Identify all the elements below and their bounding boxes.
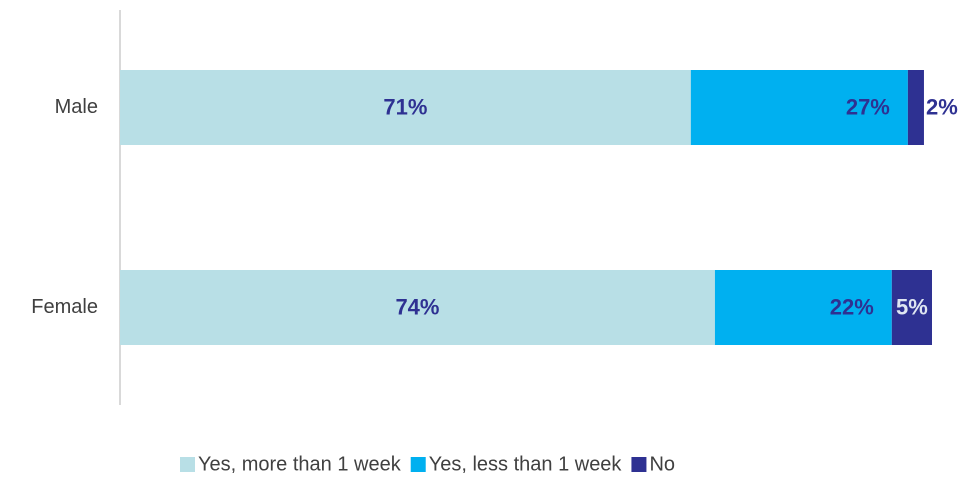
bar-segment (907, 70, 924, 145)
y-tick-label: Female (31, 296, 98, 318)
bar-segment (120, 70, 691, 145)
data-label: 27% (846, 94, 890, 119)
data-label: 5% (896, 294, 928, 319)
bar-segment (690, 70, 908, 145)
legend-swatch (180, 457, 195, 472)
data-label: 22% (830, 294, 874, 319)
legend-label: Yes, more than 1 week (198, 453, 402, 475)
bar-segment (891, 270, 932, 345)
legend-swatch (410, 457, 426, 472)
data-label: 2% (926, 94, 958, 119)
data-label: 71% (383, 94, 427, 119)
legend-label: Yes, less than 1 week (429, 453, 623, 475)
y-tick-label: Male (55, 96, 98, 118)
legend-swatch (631, 457, 647, 472)
bar-segment (120, 270, 715, 345)
bar-segment (714, 270, 892, 345)
legend-label: No (649, 453, 675, 475)
data-label: 74% (395, 294, 439, 319)
